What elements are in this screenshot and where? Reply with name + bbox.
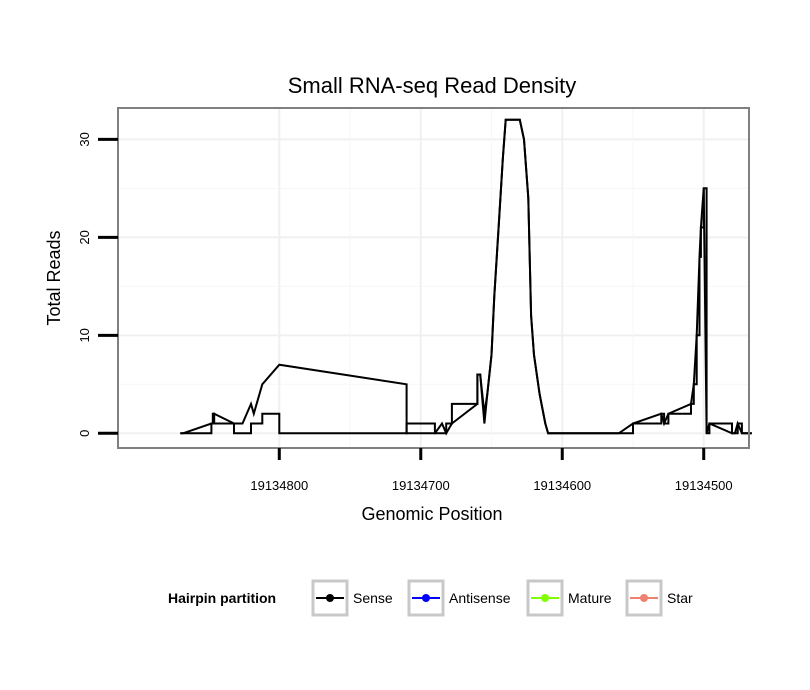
x-tick-label: 19134500 [675,478,733,493]
series-sense-line [180,118,752,436]
y-tick-label: 20 [77,230,92,244]
y-axis-title: Total Reads [44,230,64,325]
y-axis: 0 10 20 30 [77,132,118,437]
legend-key-point [326,594,334,602]
y-tick-label: 10 [77,328,92,342]
legend-title: Hairpin partition [168,590,276,606]
legend: Hairpin partition Sense Antisense Mature St… [168,579,693,617]
x-axis-title: Genomic Position [361,504,502,524]
series-layer [180,118,752,436]
y-tick-label: 30 [77,132,92,146]
x-axis: 19134800 19134700 19134600 19134500 [250,448,733,493]
legend-entry-star: Star [625,579,693,617]
legend-entry-sense: Sense [311,579,393,617]
plot-panel [118,108,749,448]
legend-label: Antisense [449,590,511,606]
plot-panel-border [117,107,750,449]
chart-title: Small RNA-seq Read Density [288,73,577,98]
plot-panel-background [118,108,749,448]
legend-entry-antisense: Antisense [407,579,511,617]
legend-key-point [640,594,648,602]
legend-entry-mature: Mature [526,579,612,617]
x-tick-label: 19134700 [392,478,450,493]
legend-label: Mature [568,590,612,606]
legend-key-point [541,594,549,602]
legend-label: Star [667,590,693,606]
y-tick-label: 0 [77,430,92,437]
gridlines [118,108,749,448]
x-tick-label: 19134800 [250,478,308,493]
legend-entries: Sense Antisense Mature Star [311,579,693,617]
legend-key-point [422,594,430,602]
x-tick-label: 19134600 [533,478,591,493]
legend-label: Sense [353,590,393,606]
